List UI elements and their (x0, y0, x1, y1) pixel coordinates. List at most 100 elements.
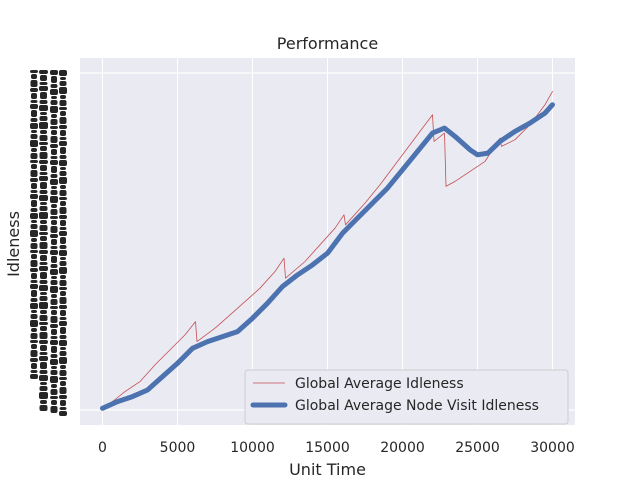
y-tick-glyph (30, 70, 38, 73)
y-tick-marks-illegible (30, 70, 67, 416)
y-tick-glyph (30, 320, 38, 327)
y-tick-glyph (39, 225, 48, 231)
y-tick-glyph (50, 316, 58, 323)
y-tick-glyph (51, 239, 57, 245)
y-tick-glyph (30, 194, 38, 199)
y-tick-glyph (30, 370, 38, 373)
y-tick-glyph (50, 324, 58, 328)
y-tick-glyph (59, 370, 67, 376)
y-tick-glyph (39, 262, 48, 265)
y-tick-glyph (30, 250, 38, 253)
legend-label-idleness: Global Average Idleness (295, 376, 464, 392)
y-tick-glyph (60, 400, 66, 406)
y-tick-glyph (50, 234, 58, 238)
y-tick-glyph (31, 273, 37, 279)
legend-box (244, 369, 569, 425)
y-tick-glyph (31, 310, 37, 313)
y-tick-glyph (50, 264, 58, 268)
y-tick-glyph (50, 250, 58, 255)
y-tick-glyph (50, 84, 58, 88)
y-tick-glyph (59, 160, 67, 166)
y-tick-glyph (39, 190, 48, 194)
y-tick-glyph (39, 340, 48, 344)
y-tick-glyph (59, 351, 67, 356)
y-tick-glyph (51, 220, 57, 225)
x-tick-labels: 0 5000 10000 15000 20000 25000 30000 (98, 440, 575, 456)
y-tick-glyph (60, 220, 66, 226)
y-tick-glyph (40, 345, 47, 351)
y-tick-glyph (51, 114, 57, 118)
y-tick-glyph (50, 156, 58, 159)
y-tick-glyph (51, 294, 57, 298)
y-tick-glyph (39, 160, 48, 164)
y-tick-glyph (40, 236, 47, 241)
y-tick-glyph (59, 305, 67, 309)
y-tick-glyph (30, 88, 38, 92)
y-tick-glyph (59, 227, 67, 230)
y-tick-glyph (31, 164, 37, 169)
y-tick-glyph (39, 315, 48, 321)
y-tick-glyph (50, 359, 58, 365)
y-tick-glyph (59, 280, 67, 286)
y-tick-glyph (50, 286, 58, 293)
y-tick-glyph (30, 280, 38, 283)
y-tick-glyph (60, 310, 66, 316)
y-tick-glyph (30, 230, 38, 237)
y-tick-glyph (59, 297, 67, 304)
y-tick-glyph (51, 329, 57, 335)
y-tick-glyph (31, 183, 37, 189)
y-tick-glyph (50, 160, 58, 165)
y-tick-glyph (50, 216, 58, 219)
y-tick-glyph (50, 174, 58, 178)
x-tick-label: 10000 (230, 440, 275, 456)
y-tick-glyph (30, 213, 38, 219)
y-tick-glyph (40, 255, 47, 261)
y-tick-glyph (50, 389, 58, 395)
y-tick-glyph (51, 166, 57, 173)
y-tick-glyph (40, 400, 47, 404)
y-tick-glyph (39, 322, 48, 325)
y-tick-glyph (51, 186, 57, 189)
y-tick-glyph (30, 268, 38, 272)
x-axis-label: Unit Time (289, 460, 366, 479)
y-tick-glyph (31, 110, 37, 117)
y-tick-glyph (30, 243, 38, 249)
y-tick-glyph (39, 152, 48, 159)
y-tick-glyph (50, 190, 58, 195)
y-tick-glyph (51, 256, 57, 263)
y-tick-glyph (40, 75, 47, 81)
y-tick-glyph (39, 135, 48, 141)
y-tick-glyph (39, 212, 48, 219)
y-tick-glyph (40, 310, 47, 314)
y-tick-glyph (59, 190, 67, 196)
legend-label-node-visit: Global Average Node Visit Idleness (295, 398, 539, 414)
chart-title: Performance (277, 34, 378, 53)
y-tick-glyph (60, 201, 66, 206)
y-tick-glyph (50, 106, 58, 113)
y-tick-glyph (30, 340, 38, 343)
y-tick-glyph (31, 290, 37, 297)
y-tick-glyph (50, 370, 58, 375)
y-tick-glyph (31, 220, 37, 223)
y-tick-glyph (59, 377, 67, 380)
y-tick-glyph (50, 269, 58, 275)
y-tick-glyph (31, 130, 37, 133)
y-tick-glyph (39, 280, 48, 284)
y-tick-glyph (31, 363, 37, 369)
y-tick-glyph (30, 303, 38, 309)
y-tick-glyph (40, 146, 47, 151)
y-tick-glyph (40, 220, 47, 224)
y-tick-glyph (31, 148, 37, 152)
y-tick-glyph (39, 386, 48, 391)
y-tick-glyph (59, 141, 67, 146)
y-tick-glyph (39, 356, 48, 361)
y-tick-glyph (51, 204, 57, 208)
y-tick-glyph (39, 296, 48, 301)
y-tick-glyph (39, 302, 48, 309)
y-tick-glyph (40, 292, 47, 295)
y-tick-glyph (40, 165, 47, 171)
y-tick-glyph (59, 395, 67, 399)
y-tick-glyph (59, 321, 67, 326)
y-tick-glyph (51, 96, 57, 99)
y-tick-glyph (30, 160, 38, 163)
